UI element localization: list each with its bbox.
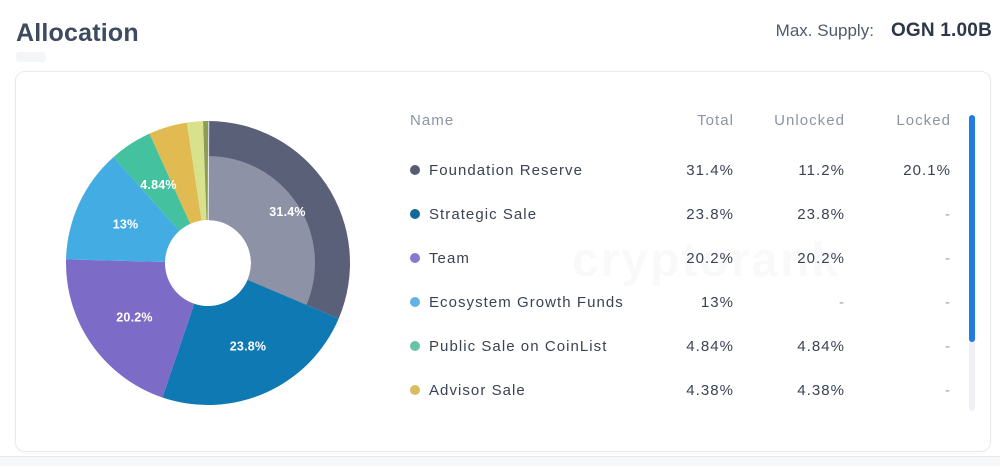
svg-text:13%: 13% bbox=[113, 218, 139, 232]
svg-text:4.84%: 4.84% bbox=[140, 178, 176, 192]
svg-text:31.4%: 31.4% bbox=[269, 205, 305, 219]
svg-text:23.8%: 23.8% bbox=[230, 340, 266, 354]
svg-text:20.2%: 20.2% bbox=[116, 311, 152, 325]
